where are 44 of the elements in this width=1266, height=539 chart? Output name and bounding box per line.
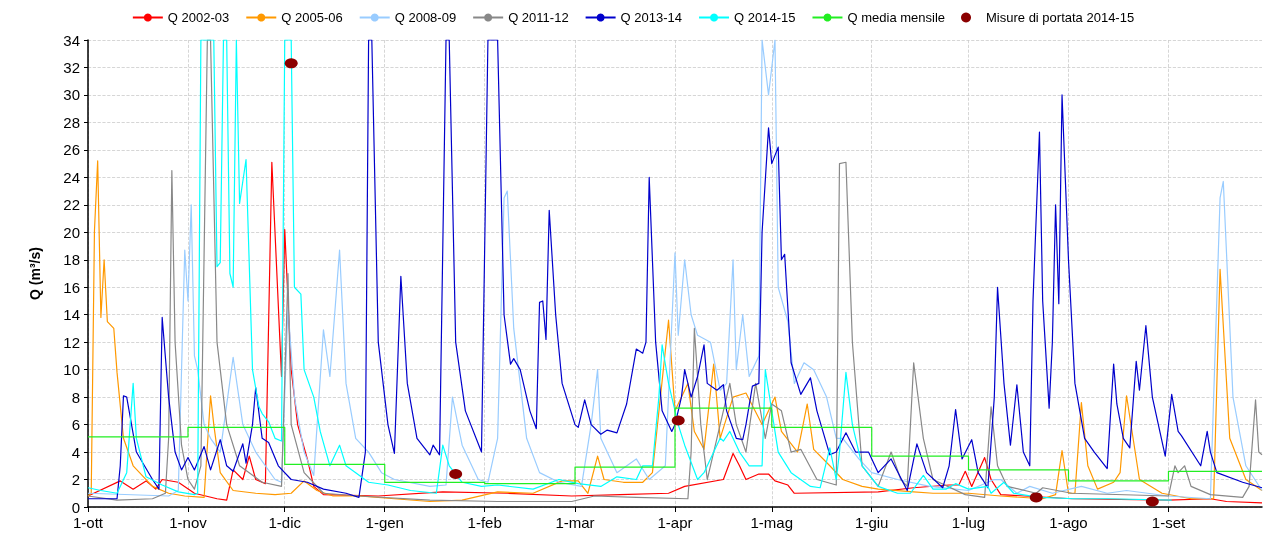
legend-label: Q 2008-09 bbox=[394, 10, 457, 25]
legend-label: Q 2014-15 bbox=[734, 10, 796, 25]
point bbox=[1145, 496, 1159, 507]
x-tick-label: 1-giu bbox=[855, 514, 889, 531]
y-tick-label: 28 bbox=[63, 113, 80, 131]
y-tick-label: 20 bbox=[63, 223, 80, 241]
y-tick-label: 26 bbox=[63, 141, 80, 159]
x-tick-label: 1-set bbox=[1151, 514, 1186, 531]
x-tick-label: 1-ago bbox=[1049, 514, 1088, 531]
y-axis-title: Q (m³/s) bbox=[27, 247, 43, 300]
y-tick-label: 6 bbox=[71, 416, 80, 434]
x-tick-label: 1-lug bbox=[951, 514, 986, 531]
y-tick-label: 16 bbox=[63, 278, 80, 296]
x-tick-label: 1-nov bbox=[169, 514, 208, 531]
x-tick-label: 1-mar bbox=[555, 514, 595, 531]
legend-label: Q media mensile bbox=[847, 10, 946, 25]
legend-label: Q 2011-12 bbox=[508, 10, 569, 25]
y-tick-label: 0 bbox=[71, 498, 80, 516]
point bbox=[284, 58, 298, 69]
y-tick-label: 22 bbox=[63, 196, 80, 214]
y-tick-label: 24 bbox=[63, 168, 80, 186]
y-tick-label: 14 bbox=[63, 306, 80, 324]
y-tick-label: 4 bbox=[71, 443, 80, 461]
x-tick-label: 1-ott bbox=[72, 514, 104, 531]
legend-label: Q 2002-03 bbox=[167, 10, 230, 25]
x-tick-label: 1-mag bbox=[750, 514, 794, 531]
x-tick-label: 1-apr bbox=[657, 514, 693, 531]
legend-label: Q 2013-14 bbox=[620, 10, 683, 25]
y-tick-label: 32 bbox=[63, 58, 80, 76]
x-tick-label: 1-feb bbox=[467, 514, 502, 531]
point bbox=[449, 469, 463, 480]
y-tick-label: 8 bbox=[71, 388, 80, 406]
x-tick-label: 1-gen bbox=[365, 514, 404, 531]
y-tick-label: 12 bbox=[63, 333, 80, 351]
legend-label: Misure di portata 2014-15 bbox=[986, 10, 1135, 25]
y-tick-label: 34 bbox=[63, 31, 80, 49]
y-tick-label: 2 bbox=[71, 471, 80, 489]
y-tick-label: 18 bbox=[63, 251, 80, 269]
point bbox=[1029, 492, 1043, 503]
point bbox=[671, 415, 685, 426]
x-tick-label: 1-dic bbox=[268, 514, 302, 531]
y-tick-label: 30 bbox=[63, 86, 80, 104]
y-tick-label: 10 bbox=[63, 361, 80, 379]
legend-label: Q 2005-06 bbox=[281, 10, 343, 25]
